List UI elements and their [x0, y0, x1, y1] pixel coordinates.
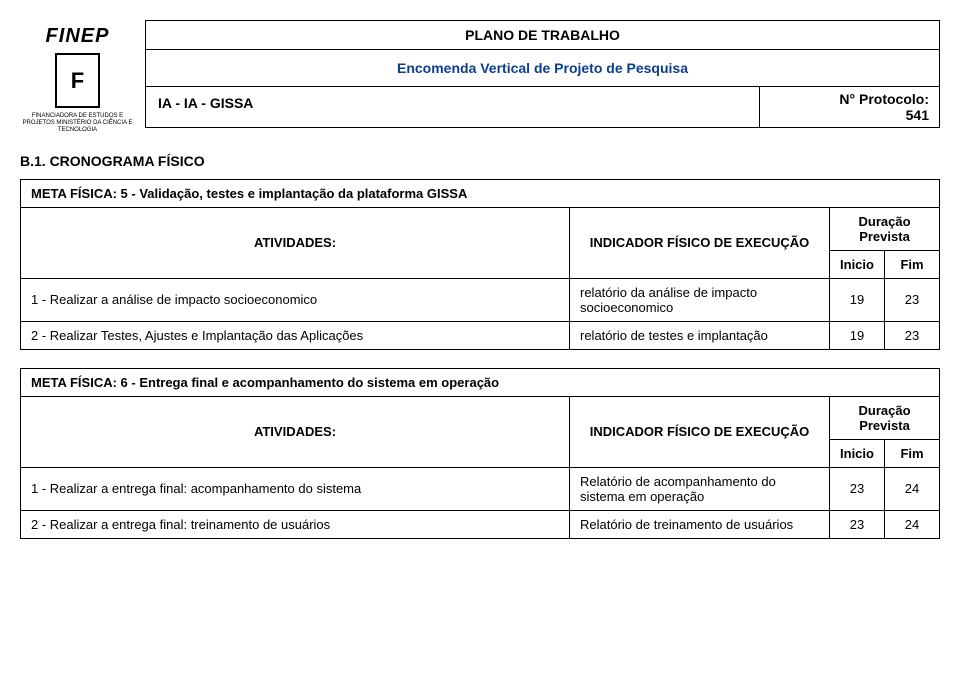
logo-subtext: FINANCIADORA DE ESTUDOS E PROJETOS MINIS…: [20, 113, 135, 135]
col-header-indicador: INDICADOR FÍSICO DE EXECUÇÃO: [570, 207, 830, 278]
col-header-atividades: ATIVIDADES:: [21, 207, 570, 278]
col-header-atividades: ATIVIDADES:: [21, 396, 570, 467]
meta-title: META FÍSICA: 5 - Validação, testes e imp…: [21, 179, 940, 207]
col-header-duracao: Duração Prevista: [830, 207, 940, 250]
col-header-inicio: Inicio: [830, 439, 885, 467]
logo-icon: F: [55, 53, 100, 108]
meta-title: META FÍSICA: 6 - Entrega final e acompan…: [21, 368, 940, 396]
col-header-duracao: Duração Prevista: [830, 396, 940, 439]
atividade-cell: 1 - Realizar a entrega final: acompanham…: [21, 467, 570, 510]
inicio-cell: 23: [830, 510, 885, 538]
inicio-cell: 19: [830, 278, 885, 321]
indicador-cell: relatório da análise de impacto socioeco…: [570, 278, 830, 321]
protocolo-cell: N° Protocolo: 541: [760, 87, 940, 128]
table-row: 2 - Realizar a entrega final: treinament…: [21, 510, 940, 538]
atividade-cell: 1 - Realizar a análise de impacto socioe…: [21, 278, 570, 321]
indicador-cell: relatório de testes e implantação: [570, 321, 830, 349]
atividade-cell: 2 - Realizar Testes, Ajustes e Implantaç…: [21, 321, 570, 349]
project-id: IA - IA - GISSA: [145, 87, 760, 128]
col-header-fim: Fim: [885, 250, 940, 278]
section-code: B.1. CRONOGRAMA FÍSICO: [20, 153, 940, 169]
doc-subtitle: Encomenda Vertical de Projeto de Pesquis…: [145, 50, 940, 87]
document-header: FINEP F FINANCIADORA DE ESTUDOS E PROJET…: [20, 20, 940, 135]
fim-cell: 23: [885, 278, 940, 321]
meta-table: META FÍSICA: 5 - Validação, testes e imp…: [20, 179, 940, 350]
metas-container: META FÍSICA: 5 - Validação, testes e imp…: [20, 179, 940, 539]
indicador-cell: Relatório de treinamento de usuários: [570, 510, 830, 538]
doc-title: PLANO DE TRABALHO: [145, 20, 940, 50]
col-header-fim: Fim: [885, 439, 940, 467]
logo-box: FINEP F FINANCIADORA DE ESTUDOS E PROJET…: [20, 20, 135, 135]
atividade-cell: 2 - Realizar a entrega final: treinament…: [21, 510, 570, 538]
table-row: 1 - Realizar a entrega final: acompanham…: [21, 467, 940, 510]
indicador-cell: Relatório de acompanhamento do sistema e…: [570, 467, 830, 510]
inicio-cell: 23: [830, 467, 885, 510]
fim-cell: 24: [885, 510, 940, 538]
protocolo-number: 541: [906, 107, 929, 123]
fim-cell: 24: [885, 467, 940, 510]
protocolo-label: N° Protocolo:: [839, 91, 929, 107]
fim-cell: 23: [885, 321, 940, 349]
header-bottom-row: IA - IA - GISSA N° Protocolo: 541: [145, 87, 940, 128]
table-row: 1 - Realizar a análise de impacto socioe…: [21, 278, 940, 321]
col-header-indicador: INDICADOR FÍSICO DE EXECUÇÃO: [570, 396, 830, 467]
inicio-cell: 19: [830, 321, 885, 349]
col-header-inicio: Inicio: [830, 250, 885, 278]
header-right: PLANO DE TRABALHO Encomenda Vertical de …: [145, 20, 940, 135]
meta-table: META FÍSICA: 6 - Entrega final e acompan…: [20, 368, 940, 539]
logo-text: FINEP: [46, 25, 110, 48]
table-row: 2 - Realizar Testes, Ajustes e Implantaç…: [21, 321, 940, 349]
